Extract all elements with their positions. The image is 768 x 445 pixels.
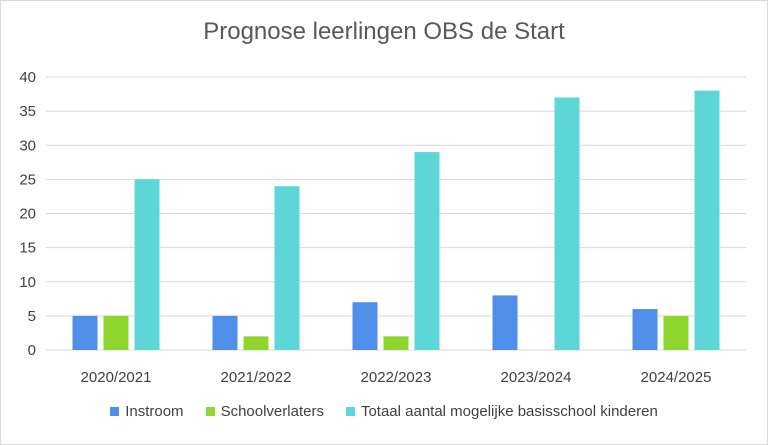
- y-tick-label: 20: [19, 206, 36, 223]
- bar-instroom: [72, 315, 98, 350]
- gridlines: [46, 76, 746, 351]
- legend: Instroom Schoolverlaters Totaal aantal m…: [0, 403, 768, 420]
- y-tick-label: 5: [28, 308, 36, 325]
- legend-item-instroom: Instroom: [110, 403, 184, 420]
- bar-schoolverlaters: [383, 336, 409, 350]
- x-tick-label: 2020/2021: [81, 369, 152, 386]
- y-tick-label: 35: [19, 103, 36, 120]
- y-tick-label: 30: [19, 137, 36, 154]
- bar-instroom: [492, 295, 518, 350]
- legend-label: Instroom: [125, 403, 184, 420]
- bar-instroom: [212, 315, 238, 350]
- legend-swatch: [110, 407, 120, 416]
- x-tick-label: 2021/2022: [221, 369, 292, 386]
- bar-totaal: [554, 97, 580, 350]
- bar-totaal: [134, 179, 160, 350]
- x-tick-label: 2024/2025: [641, 369, 712, 386]
- bar-totaal: [274, 186, 300, 350]
- legend-label: Schoolverlaters: [220, 403, 324, 420]
- y-tick-label: 15: [19, 240, 36, 257]
- bar-instroom: [352, 302, 378, 350]
- y-tick-label: 25: [19, 171, 36, 188]
- bar-totaal: [694, 90, 720, 351]
- bar-schoolverlaters: [243, 336, 269, 350]
- legend-item-totaal: Totaal aantal mogelijke basisschool kind…: [345, 403, 658, 420]
- bar-totaal: [414, 152, 440, 350]
- x-tick-label: 2022/2023: [361, 369, 432, 386]
- legend-swatch: [205, 407, 215, 416]
- y-tick-label: 10: [19, 274, 36, 291]
- bar-instroom: [632, 309, 658, 350]
- legend-label: Totaal aantal mogelijke basisschool kind…: [360, 403, 658, 420]
- bars: [72, 90, 720, 351]
- bar-schoolverlaters: [103, 315, 129, 350]
- bar-schoolverlaters: [663, 315, 689, 350]
- legend-item-schoolverlaters: Schoolverlaters: [205, 403, 324, 420]
- legend-swatch: [345, 407, 355, 416]
- x-tick-label: 2023/2024: [501, 369, 572, 386]
- chart-title: Prognose leerlingen OBS de Start: [203, 18, 565, 45]
- x-axis-ticks: 2020/2021 2021/2022 2022/2023 2023/2024 2024…: [81, 369, 712, 386]
- y-tick-label: 40: [19, 69, 36, 86]
- y-tick-label: 0: [28, 342, 36, 359]
- y-axis-ticks: 0 5 10 15 20 25 30 35 40: [19, 69, 36, 359]
